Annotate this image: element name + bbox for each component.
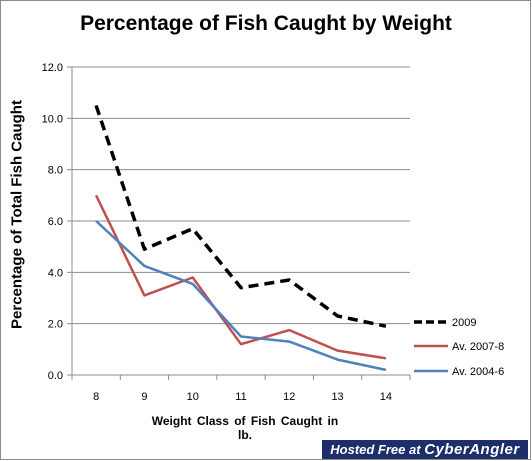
legend-label: Av. 2004-6	[452, 366, 504, 378]
series-line-3	[95, 220, 387, 372]
axes	[67, 66, 411, 380]
legend-label: 2009	[452, 317, 476, 329]
watermark-banner[interactable]: Hosted Free at CyberAngler	[322, 440, 528, 459]
y-tick-labels: 0.0 2.0 4.0 6.0 8.0 10.0 12.0	[42, 62, 63, 382]
x-tick-label: 8	[93, 391, 99, 403]
y-tick-label: 12.0	[42, 62, 63, 74]
series-lines	[94, 104, 387, 372]
y-tick-label: 4.0	[48, 267, 63, 279]
watermark-brand: CyberAngler	[424, 441, 520, 458]
x-tick-label: 14	[380, 391, 392, 403]
series-line-2	[94, 194, 387, 360]
watermark-prefix: Hosted Free at	[330, 442, 421, 457]
x-tick-label: 12	[283, 391, 295, 403]
legend: 2009 Av. 2007-8 Av. 2004-6	[414, 317, 504, 378]
x-tick-label: 11	[235, 391, 246, 403]
x-axis-label: Weight Class of Fish Caught in lb.	[151, 414, 339, 442]
x-tick-label: 13	[331, 391, 343, 403]
y-tick-label: 2.0	[48, 319, 63, 331]
x-tick-labels: 8 9 10 11 12 13 14	[93, 391, 392, 403]
series-line-1	[94, 104, 387, 328]
legend-label: Av. 2007-8	[452, 341, 504, 353]
chart-title: Percentage of Fish Caught by Weight	[80, 12, 452, 35]
y-tick-label: 6.0	[48, 216, 63, 228]
y-tick-label: 0.0	[48, 370, 63, 382]
x-tick-label: 9	[141, 391, 147, 403]
gridlines	[72, 66, 410, 325]
x-tick-label: 10	[187, 391, 199, 403]
y-tick-label: 10.0	[42, 113, 63, 125]
y-tick-label: 8.0	[48, 165, 63, 177]
